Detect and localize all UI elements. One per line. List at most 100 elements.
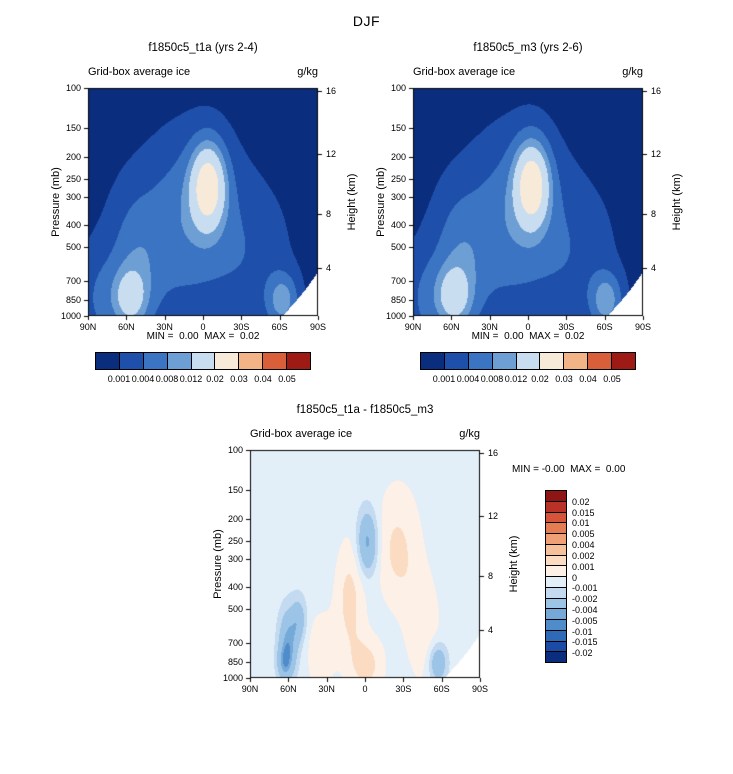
units-label: g/kg [297, 66, 318, 78]
height-tick-label: 12 [651, 148, 662, 159]
height-tick-label: 12 [326, 148, 337, 159]
height-tick-label: 16 [488, 448, 499, 459]
latitude-tick-label: 30N [156, 322, 173, 332]
height-tick-label: 4 [651, 263, 657, 274]
colorbar-tick-label: 0.005 [572, 529, 595, 540]
latitude-tick-label: 60S [596, 322, 613, 332]
height-tick-label: 4 [326, 263, 332, 274]
units-label: g/kg [459, 428, 480, 440]
colorbar-segment [263, 352, 288, 370]
latitude-tick-label: 90S [309, 322, 326, 332]
colorbar-segment [215, 352, 240, 370]
colorbar-tick-label: 0.004 [456, 374, 480, 384]
latitude-tick-label: 30S [558, 322, 575, 332]
pressure-tick-label: 200 [390, 151, 406, 162]
colorbar-tick-label: 0.001 [572, 561, 595, 572]
colorbar-segment [545, 630, 567, 642]
latitude-tick-label: 0 [200, 322, 206, 332]
contour-plot-canvas [405, 80, 651, 324]
colorbar-segment [545, 620, 567, 631]
latitude-tick-label: 30N [481, 322, 498, 332]
colorbar-tick-label: -0.02 [572, 648, 593, 659]
latitude-tick-label: 90N [404, 322, 422, 332]
colorbar-segment [545, 544, 567, 556]
height-tick-label: 4 [488, 625, 494, 636]
variable-label: Grid-box average ice [413, 66, 516, 78]
colorbar-segment [540, 352, 565, 370]
pressure-tick-label: 700 [227, 637, 243, 648]
latitude-tick-label: 0 [525, 322, 531, 332]
pressure-tick-label: 850 [390, 294, 406, 305]
colorbar-segment [516, 352, 541, 370]
units-label: g/kg [622, 66, 643, 78]
colorbar [420, 352, 637, 370]
pressure-tick-label: 100 [65, 83, 81, 93]
colorbar-tick-label: 0 [572, 572, 578, 583]
colorbar-segment [588, 352, 613, 370]
colorbar-segment [444, 352, 469, 370]
colorbar-segment [468, 352, 493, 370]
colorbar-segment [119, 352, 144, 370]
colorbar-segment [545, 652, 567, 663]
pressure-tick-label: 200 [227, 513, 243, 524]
latitude-tick-label: 90N [79, 322, 97, 332]
height-tick-label: 8 [651, 208, 657, 219]
pressure-tick-label: 300 [65, 191, 81, 202]
pressure-tick-label: 200 [65, 151, 81, 162]
colorbar-tick-label: 0.012 [504, 374, 528, 384]
colorbar-tick-label: 0.002 [572, 550, 595, 561]
colorbar-segment [143, 352, 168, 370]
colorbar-tick-label: -0.01 [572, 626, 593, 637]
latitude-tick-label: 60S [433, 684, 450, 694]
colorbar-tick-label: 0.01 [572, 518, 590, 529]
pressure-tick-label: 850 [227, 656, 243, 667]
pressure-tick-label: 700 [65, 275, 81, 286]
panel-header: Grid-box average ice g/kg [413, 66, 643, 78]
contour-plot-canvas [80, 80, 326, 324]
colorbar-tick-label: 0.001 [432, 374, 456, 384]
colorbar-tick-label: 0.02 [531, 374, 549, 384]
latitude-tick-label: 60N [280, 684, 297, 694]
colorbar-segment [167, 352, 192, 370]
latitude-tick-label: 60S [271, 322, 288, 332]
colorbar-tick-label: -0.015 [572, 637, 598, 648]
latitude-tick-label: 60N [118, 322, 135, 332]
figure-title: DJF [352, 13, 381, 29]
panel-header: Grid-box average ice g/kg [250, 428, 480, 440]
colorbar-tick-label: 0.02 [572, 496, 590, 507]
colorbar-tick-label: 0.012 [179, 374, 203, 384]
latitude-tick-label: 90N [241, 684, 259, 694]
latitude-tick-label: 0 [362, 684, 368, 694]
pressure-tick-label: 500 [390, 242, 406, 253]
min-max-stats: MIN = -0.00 MAX = 0.00 [512, 464, 626, 475]
colorbar-segment [545, 577, 567, 588]
latitude-tick-label: 30S [233, 322, 250, 332]
colorbar-tick-label: 0.03 [555, 374, 573, 384]
pressure-tick-label: 500 [65, 242, 81, 253]
colorbar-tick-label: 0.004 [131, 374, 155, 384]
colorbar-segment [545, 512, 567, 524]
colorbar-segment [545, 490, 567, 502]
pressure-tick-label: 400 [390, 220, 406, 231]
colorbar-tick-label: 0.004 [572, 540, 595, 551]
colorbar [95, 352, 312, 370]
height-tick-label: 8 [326, 208, 332, 219]
colorbar-segment [545, 555, 567, 567]
colorbar-tick-label: 0.03 [230, 374, 248, 384]
colorbar-segment [612, 352, 637, 370]
pressure-tick-label: 400 [227, 582, 243, 593]
panel-title: f1850c5_t1a (yrs 2-4) [148, 42, 258, 54]
pressure-tick-label: 150 [65, 123, 81, 134]
pressure-tick-label: 300 [390, 191, 406, 202]
latitude-tick-label: 30N [318, 684, 335, 694]
variable-label: Grid-box average ice [250, 428, 353, 440]
colorbar-tick-label: 0.008 [155, 374, 179, 384]
pressure-tick-label: 700 [390, 275, 406, 286]
pressure-tick-label: 400 [65, 220, 81, 231]
colorbar-tick-label: -0.005 [572, 615, 598, 626]
height-tick-label: 12 [488, 510, 499, 521]
pressure-tick-label: 1000 [385, 311, 406, 321]
height-tick-label: 16 [651, 86, 662, 97]
